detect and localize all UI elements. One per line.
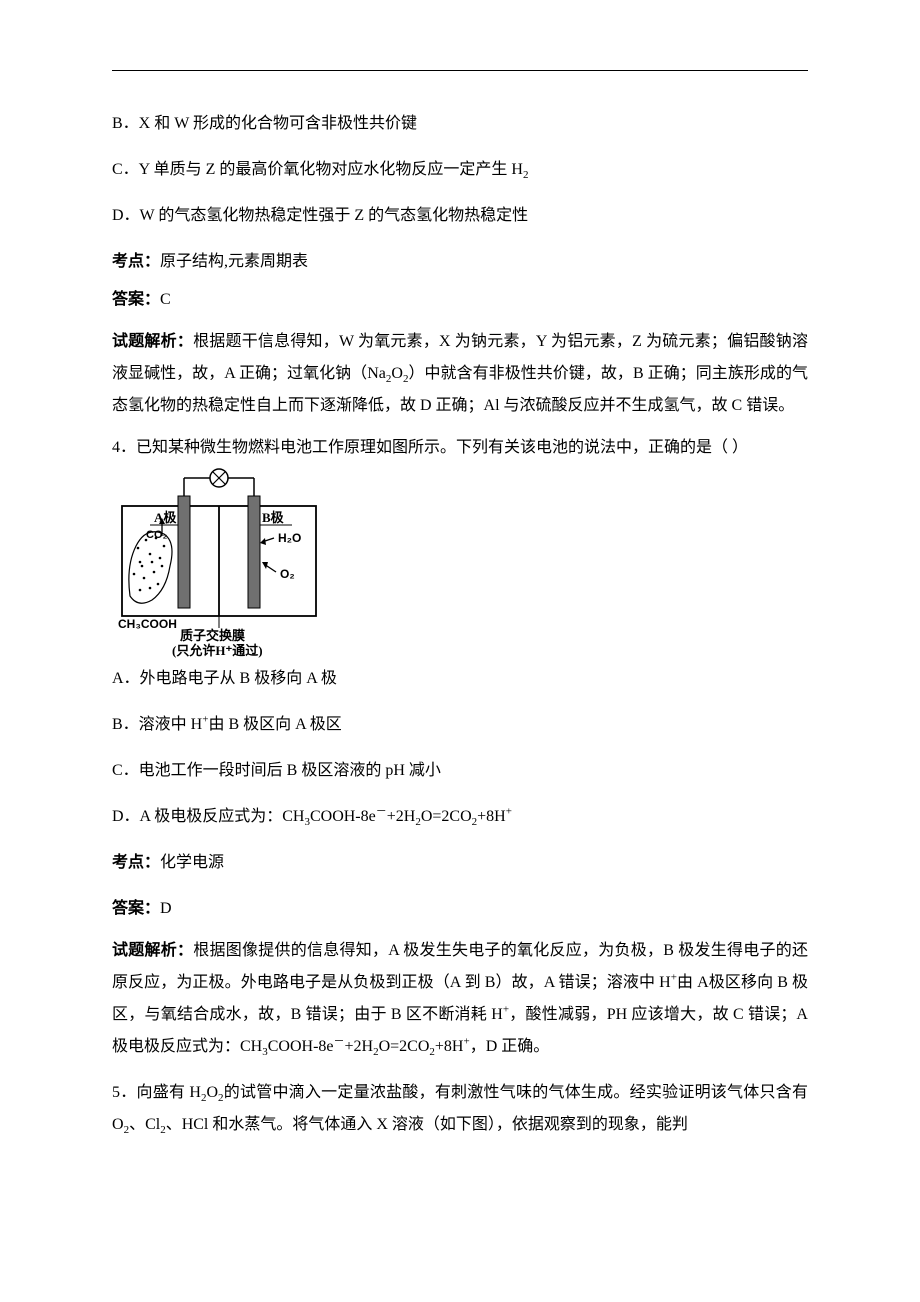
q4-kaodian: 考点：化学电源: [112, 851, 808, 875]
answer-label: 答案：: [112, 291, 160, 308]
explanation-text: O: [391, 365, 403, 382]
option-text: +8H: [477, 808, 506, 825]
kaodian-text: 原子结构,元素周期表: [160, 253, 308, 270]
q4-option-b: B．溶液中 H+由 B 极区向 A 极区: [112, 713, 808, 737]
q5-stem: 5．向盛有 H2O2的试管中滴入一定量浓盐酸，有刺激性气味的气体生成。经实验证明…: [112, 1077, 808, 1141]
option-text: COOH-8e: [310, 808, 376, 825]
kaodian-label: 考点：: [112, 854, 160, 871]
answer-label: 答案：: [112, 900, 160, 917]
q4-explanation: 试题解析：根据图像提供的信息得知，A 极发生失电子的氧化反应，为负极，B 极发生…: [112, 935, 808, 1063]
q4-answer: 答案：D: [112, 897, 808, 921]
q3-answer: 答案：C: [112, 288, 808, 312]
stem-text: 、HCl 和水蒸气。将气体通入 X 溶液（如下图），依据观察到的现象，能判: [166, 1116, 688, 1133]
option-text: D．A 极电极反应式为：CH: [112, 808, 304, 825]
acid-label: CH₃COOH: [118, 617, 177, 631]
membrane-label-2: (只允许H⁺通过): [172, 643, 263, 658]
q4-option-d: D．A 极电极反应式为：CH3COOH-8e－+2H2O=2CO2+8H+: [112, 805, 808, 829]
subscript: 2: [523, 169, 529, 181]
stem-text: O: [206, 1084, 218, 1101]
q3-option-b: B．X 和 W 形成的化合物可含非极性共价键: [112, 112, 808, 136]
stem-text: 5．向盛有 H: [112, 1084, 201, 1101]
answer-text: D: [160, 900, 172, 917]
superscript: －: [376, 806, 387, 818]
explanation-label: 试题解析：: [112, 942, 193, 959]
superscript: +: [506, 806, 512, 818]
option-text: B．溶液中 H: [112, 716, 202, 733]
co2-label: CO₂: [146, 529, 168, 541]
option-text: +2H: [387, 808, 416, 825]
option-text: 由 B 极区向 A 极区: [208, 716, 341, 733]
explanation-text: O=2CO: [379, 1038, 430, 1055]
q4-option-a: A．外电路电子从 B 极移向 A 极: [112, 667, 808, 691]
q4-stem: 4．已知某种微生物燃料电池工作原理如图所示。下列有关该电池的说法中，正确的是（ …: [112, 436, 808, 460]
stem-text: 、Cl: [129, 1116, 160, 1133]
q3-kaodian: 考点：原子结构,元素周期表: [112, 250, 808, 274]
answer-text: C: [160, 291, 171, 308]
membrane-label-1: 质子交换膜: [180, 628, 245, 643]
q3-explanation: 试题解析：根据题干信息得知，W 为氧元素，X 为钠元素，Y 为铝元素，Z 为硫元…: [112, 326, 808, 422]
q3-option-d: D．W 的气态氢化物热稳定性强于 Z 的气态氢化物热稳定性: [112, 204, 808, 228]
q3-option-c-text: C．Y 单质与 Z 的最高价氧化物对应水化物反应一定产生 H: [112, 161, 523, 178]
kaodian-label: 考点：: [112, 253, 160, 270]
kaodian-text: 化学电源: [160, 854, 224, 871]
explanation-label: 试题解析：: [112, 333, 193, 350]
fuel-cell-diagram-icon: A极 B极 CO₂ H₂O O₂: [112, 466, 326, 658]
page-container: B．X 和 W 形成的化合物可含非极性共价键 C．Y 单质与 Z 的最高价氧化物…: [0, 0, 920, 1201]
explanation-text: ，D 正确。: [470, 1038, 550, 1055]
electrode-a-label: A极: [154, 510, 177, 525]
explanation-text: +2H: [345, 1038, 374, 1055]
q4-figure: A极 B极 CO₂ H₂O O₂: [112, 466, 326, 663]
superscript: －: [334, 1036, 345, 1048]
q3-option-c: C．Y 单质与 Z 的最高价氧化物对应水化物反应一定产生 H2: [112, 158, 808, 182]
h2o-label: H₂O: [278, 531, 301, 545]
option-text: O=2CO: [421, 808, 472, 825]
q4-option-c: C．电池工作一段时间后 B 极区溶液的 pH 减小: [112, 759, 808, 783]
o2-label: O₂: [280, 567, 295, 581]
explanation-text: COOH-8e: [268, 1038, 334, 1055]
header-rule: [112, 70, 808, 71]
electrode-b-label: B极: [262, 510, 285, 525]
explanation-text: +8H: [435, 1038, 464, 1055]
